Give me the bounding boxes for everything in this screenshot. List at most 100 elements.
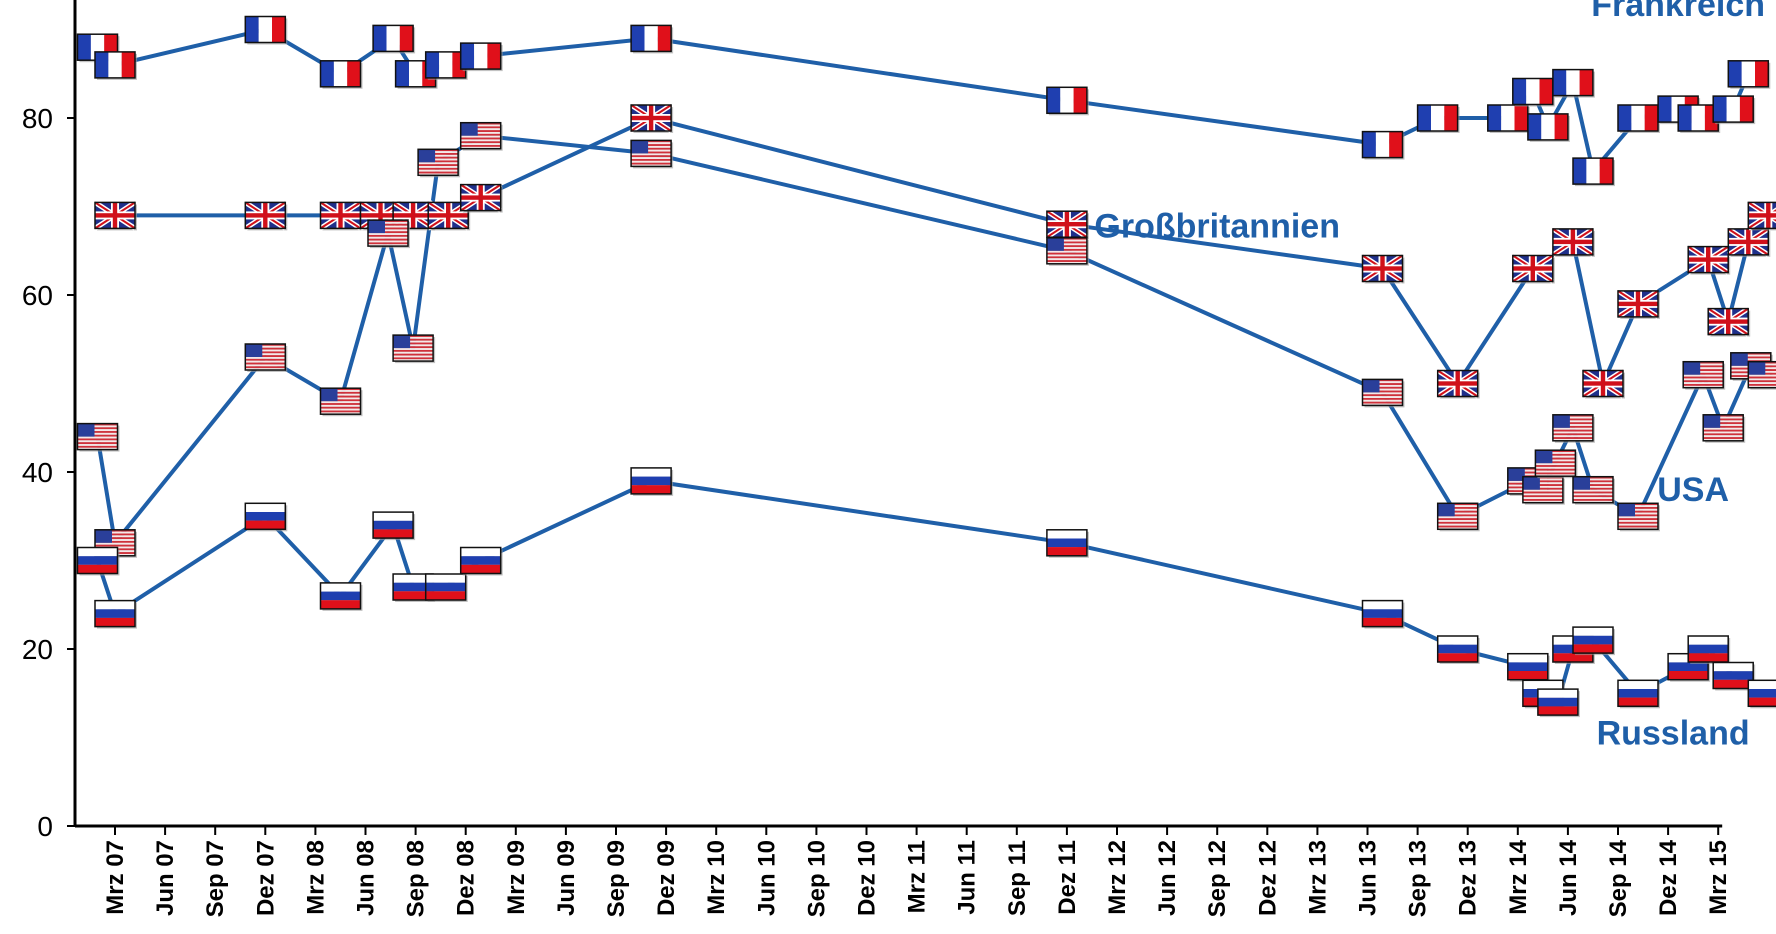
flag-stripe-red	[1363, 618, 1403, 627]
flag-cross-red	[1571, 229, 1575, 255]
series-name-label: USA	[1657, 471, 1729, 509]
flag-stripe-red	[1683, 384, 1723, 386]
x-tick-label: Dez 10	[854, 840, 881, 916]
flag-stripe-white	[1573, 493, 1613, 495]
flag-stripe-white	[1618, 516, 1658, 518]
flag-stripe-red	[1444, 105, 1457, 131]
flag-stripe-white	[1047, 530, 1087, 539]
series-line	[115, 118, 1768, 384]
flag-stripe-blue	[1553, 70, 1566, 96]
flag-stripe-red	[1047, 547, 1087, 556]
flag-stripe-white	[1438, 636, 1478, 645]
flag-cross-red	[649, 105, 653, 131]
flag-stripe-white	[461, 548, 501, 557]
flag-stripe-white	[1523, 680, 1563, 689]
flag-stripe-red	[1618, 526, 1658, 528]
flag-stripe-white	[1573, 490, 1613, 492]
flag-stripe-red	[1573, 499, 1613, 501]
flag-stripe-white	[393, 348, 433, 350]
flag-cross-red	[1726, 309, 1730, 335]
flag-stripe-white	[393, 356, 433, 358]
x-tick-label: Dez 08	[453, 840, 480, 916]
usa-flag	[321, 388, 363, 416]
x-tick-label: Sep 09	[603, 840, 630, 917]
flag-stripe-white	[1535, 467, 1575, 469]
flag-stripe-blue	[1363, 609, 1403, 618]
france-flag	[321, 61, 363, 89]
flag-canton	[631, 140, 648, 153]
flag-stripe-white	[1748, 680, 1776, 689]
flag-cross-red	[1746, 229, 1750, 255]
flag-stripe-red	[1438, 526, 1478, 528]
flag-stripe-red	[426, 591, 466, 600]
flag-stripe-red	[461, 138, 501, 140]
usa-flag	[1363, 379, 1405, 407]
x-tick-label: Dez 13	[1455, 840, 1482, 916]
flag-stripe-blue	[461, 43, 474, 69]
flag-stripe-red	[368, 235, 408, 237]
flag-stripe-red	[321, 600, 361, 609]
flag-stripe-red	[321, 407, 361, 409]
flag-stripe-red	[78, 446, 118, 448]
flag-stripe-white	[1683, 378, 1723, 380]
x-tick-label: Jun 10	[753, 840, 780, 916]
flag-stripe-red	[1748, 377, 1776, 379]
flag-stripe-white	[1363, 396, 1403, 398]
usa-flag	[1047, 238, 1089, 266]
flag-stripe-blue	[1573, 158, 1586, 184]
usa-flag	[1535, 450, 1577, 478]
france-flag	[245, 17, 287, 45]
flag-stripe-white	[78, 444, 118, 446]
flag-canton	[1731, 353, 1748, 366]
x-tick-label: Sep 07	[202, 840, 229, 917]
flag-stripe-white	[1363, 601, 1403, 610]
flag-stripe-red	[1535, 473, 1575, 475]
x-tick-label: Jun 12	[1154, 840, 1181, 916]
flag-stripe-white	[645, 25, 658, 51]
flag-stripe-white	[368, 241, 408, 243]
flag-stripe-red	[1523, 499, 1563, 501]
russia-flag	[1363, 601, 1405, 629]
y-tick-label: 20	[22, 634, 53, 665]
flag-stripe-white	[461, 136, 501, 138]
flag-stripe-white	[1541, 114, 1554, 140]
flag-stripe-red	[1618, 522, 1658, 524]
flag-stripe-red	[631, 485, 671, 494]
france-flag	[1728, 61, 1770, 89]
flag-stripe-red	[1535, 469, 1575, 471]
flag-stripe-red	[1074, 87, 1087, 113]
flag-stripe-white	[1683, 375, 1723, 377]
flag-stripe-white	[1573, 497, 1613, 499]
uk-flag	[1708, 309, 1750, 337]
flag-stripe-red	[347, 61, 360, 87]
flag-canton	[1618, 503, 1635, 516]
flag-canton	[1683, 362, 1700, 375]
russia-flag	[95, 601, 137, 629]
flag-canton	[321, 388, 338, 401]
flag-stripe-blue	[1438, 645, 1478, 654]
uk-flag	[1438, 371, 1480, 399]
flag-stripe-red	[418, 168, 458, 170]
flag-cross-red	[446, 202, 450, 228]
russia-flag	[1688, 636, 1730, 664]
flag-canton	[1523, 477, 1540, 490]
flag-stripe-blue	[245, 512, 285, 521]
flag-stripe-red	[461, 145, 501, 147]
russia-flag	[461, 548, 503, 576]
flag-stripe-white	[1523, 493, 1563, 495]
uk-flag	[461, 185, 503, 213]
flag-stripe-blue	[1508, 662, 1548, 671]
flag-stripe-red	[1438, 653, 1478, 662]
flag-stripe-white	[1748, 375, 1776, 377]
x-tick-label: Mrz 12	[1104, 840, 1131, 915]
flag-stripe-red	[658, 25, 671, 51]
flag-stripe-red	[1618, 698, 1658, 707]
france-flag	[373, 25, 415, 53]
flag-stripe-white	[409, 61, 422, 87]
flag-stripe-blue	[95, 52, 108, 78]
flag-stripe-red	[1047, 260, 1087, 262]
flag-cross-red	[479, 185, 483, 211]
usa-flag	[1683, 362, 1725, 390]
flag-stripe-white	[418, 170, 458, 172]
flag-stripe-white	[418, 166, 458, 168]
